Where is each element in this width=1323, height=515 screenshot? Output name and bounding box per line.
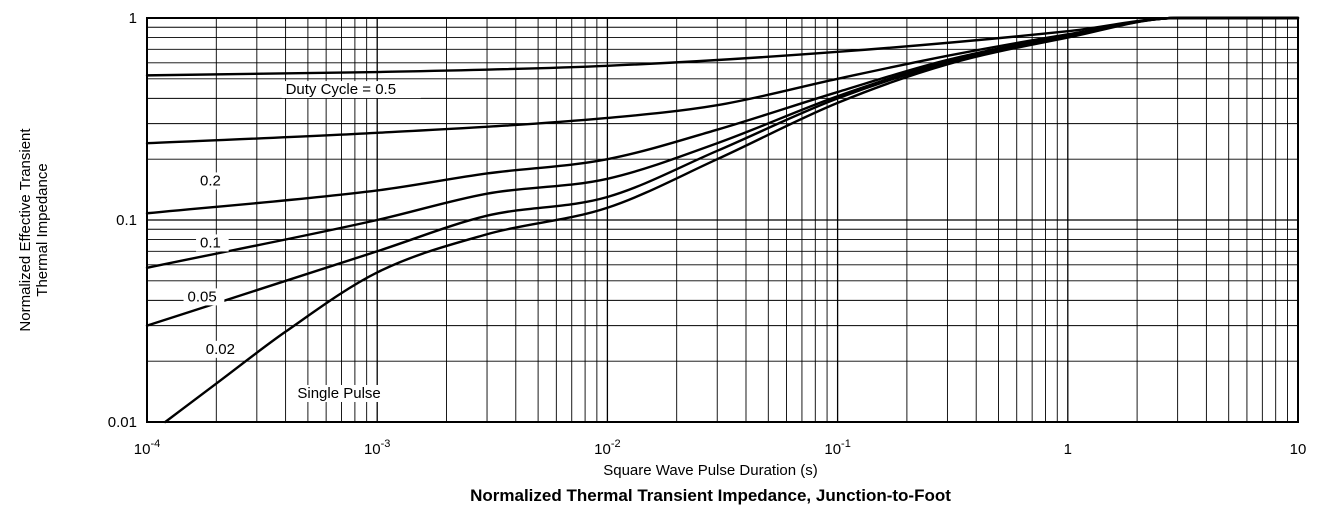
chart-title: Normalized Thermal Transient Impedance, … [470,486,951,505]
x-tick-label: 1 [1064,441,1072,458]
y-tick-label: 0.01 [108,414,137,431]
curve-label-0-2: 0.2 [200,172,221,189]
curve-label-0-05: 0.05 [188,288,217,305]
plot-frame [146,17,1299,423]
x-tick-label: 10-4 [134,438,160,458]
curve-0-1 [145,16,1300,215]
curve-single-pulse [164,16,1300,424]
y-axis-label: Normalized Effective TransientThermal Im… [17,128,51,332]
x-tick-label: 10-1 [824,438,850,458]
curve-0-05 [145,16,1300,269]
curves-group [145,16,1300,424]
x-tick-label: 10-2 [594,438,620,458]
y-tick-labels: 1 0.1 0.01 [108,10,137,431]
curve-label-0-02: 0.02 [206,341,235,358]
curve-label-background [196,234,229,252]
x-axis-label: Square Wave Pulse Duration (s) [603,462,818,479]
curve-label-duty-cycle-0-5: Duty Cycle = 0.5 [286,81,396,98]
x-tick-labels: 10-4 10-3 10-2 10-1 1 10 [134,438,1307,458]
curve-label-background [196,172,229,190]
y-tick-label: 1 [129,10,137,27]
curve-labels-group: Duty Cycle = 0.5 0.2 0.1 0.05 0.02 Single Pul… [183,81,421,402]
curve-label-background [281,81,421,99]
curve-0-02 [145,16,1300,327]
plot-grid [146,18,1298,423]
x-tick-label: 10-3 [364,438,390,458]
curve-label-background [183,288,225,306]
curve-label-background [201,340,243,358]
curve-label-single-pulse: Single Pulse [297,385,380,402]
curve-label-background [293,384,400,402]
x-tick-label: 10 [1290,441,1307,458]
curve-label-0-1: 0.1 [200,234,221,251]
y-tick-label: 0.1 [116,212,137,229]
curve-duty-cycle-0-5 [145,16,1300,77]
